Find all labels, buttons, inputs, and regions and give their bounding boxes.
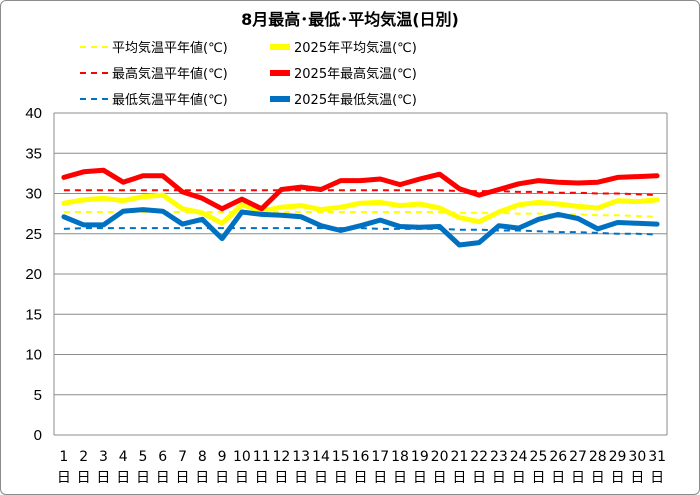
x-tick-label: 11 日 <box>253 449 271 486</box>
x-tick-label: 19 日 <box>411 449 429 486</box>
legend: 平均気温平年値(℃) 2025年平均気温(℃) 最高気温平年値(℃) 2025年最高気… <box>80 40 417 108</box>
x-tick-label: 29 日 <box>609 449 627 486</box>
x-tick-label: 23 日 <box>490 449 508 486</box>
y-tick-label-40: 40 <box>25 105 42 122</box>
series-line-6 <box>61 207 660 248</box>
legend-label-3: 最高気温平年値(℃) <box>112 66 228 82</box>
legend-label-1: 平均気温平年値(℃) <box>112 40 228 56</box>
x-tick-label: 27 日 <box>569 449 587 486</box>
x-tick-label: 30 日 <box>628 449 646 486</box>
y-tick-label-35: 35 <box>25 145 42 162</box>
y-tick-label-25: 25 <box>25 226 42 243</box>
series-layer <box>61 167 660 248</box>
grid <box>53 112 668 436</box>
x-tick-label: 25 日 <box>530 449 548 486</box>
y-tick-label-20: 20 <box>25 266 42 283</box>
x-tick-label: 22 日 <box>470 449 488 486</box>
x-tick-label: 21 日 <box>450 449 468 486</box>
x-tick-label: 14 日 <box>312 449 330 486</box>
series-line-2 <box>61 192 660 226</box>
legend-label-5: 最低気温平年値(℃) <box>112 92 228 108</box>
y-tick-label-10: 10 <box>25 347 42 364</box>
y-tick-label-0: 0 <box>34 427 42 444</box>
y-tick-label-15: 15 <box>25 306 42 323</box>
series-line-4 <box>61 167 660 212</box>
x-tick-label: 28 日 <box>589 449 607 486</box>
legend-label-4: 2025年最高気温(℃) <box>294 66 417 82</box>
y-axis: 0 5 10 15 20 25 30 35 40 <box>25 105 42 444</box>
x-tick-label: 13 日 <box>292 449 310 486</box>
x-tick-label: 16 日 <box>352 449 370 486</box>
x-tick-label: 10 日 <box>233 449 251 486</box>
x-tick-label: 31 日 <box>648 449 666 486</box>
x-tick-label: 12 日 <box>272 449 290 486</box>
x-tick-label: 26 日 <box>549 449 567 486</box>
x-tick-label: 18 日 <box>391 449 409 486</box>
legend-label-2: 2025年平均気温(℃) <box>294 40 417 56</box>
x-axis: 1 日2 日3 日4 日5 日6 日7 日8 日9 日10 日11 日12 日13 日14 日15 日16 日1… <box>57 449 666 486</box>
y-tick-label-30: 30 <box>25 186 42 203</box>
y-tick-label-5: 5 <box>34 387 42 404</box>
legend-label-6: 2025年最低気温(℃) <box>294 92 417 108</box>
x-tick-label: 15 日 <box>332 449 350 486</box>
x-tick-label: 17 日 <box>371 449 389 486</box>
x-tick-label: 20 日 <box>431 449 449 486</box>
x-tick-label: 24 日 <box>510 449 528 486</box>
chart-title: 8月最高･最低･平均気温(日別) <box>241 10 459 29</box>
